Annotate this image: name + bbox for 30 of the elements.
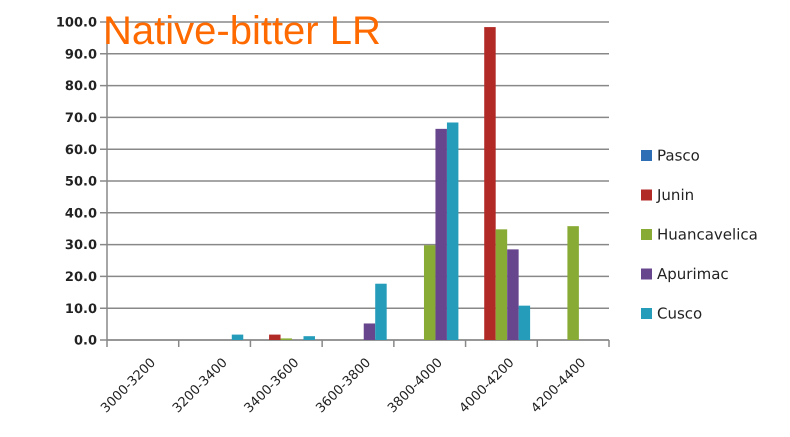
bar	[518, 306, 530, 340]
bar	[484, 27, 496, 340]
bar	[446, 122, 458, 340]
bar	[364, 323, 376, 340]
y-tick-label: 50.0	[64, 174, 97, 190]
bar	[435, 128, 447, 340]
legend-label: Huancavelica	[657, 225, 758, 244]
bar	[496, 229, 508, 340]
y-tick-label: 40.0	[64, 206, 97, 222]
legend-label: Junin	[656, 186, 694, 204]
bar	[507, 249, 519, 340]
y-tick-label: 0.0	[74, 334, 97, 349]
bar	[303, 336, 315, 340]
bar	[269, 334, 281, 340]
bar	[567, 226, 579, 340]
bar	[232, 334, 244, 340]
legend-label: Cusco	[657, 304, 702, 322]
y-tick-label: 70.0	[64, 110, 97, 126]
bar	[424, 245, 436, 340]
legend-label: Apurimac	[657, 264, 729, 283]
y-tick-label: 100.0	[56, 16, 97, 31]
y-tick-label: 20.0	[64, 270, 97, 285]
y-tick-label: 80.0	[64, 79, 97, 94]
y-tick-label: 90.0	[64, 47, 97, 62]
bar	[375, 284, 387, 340]
y-tick-label: 30.0	[64, 238, 97, 254]
y-tick-label: 60.0	[64, 142, 97, 158]
legend-label: Pasco	[657, 146, 700, 164]
chart-title: Native-bitter LR	[103, 9, 381, 53]
y-tick-label: 10.0	[64, 302, 97, 317]
